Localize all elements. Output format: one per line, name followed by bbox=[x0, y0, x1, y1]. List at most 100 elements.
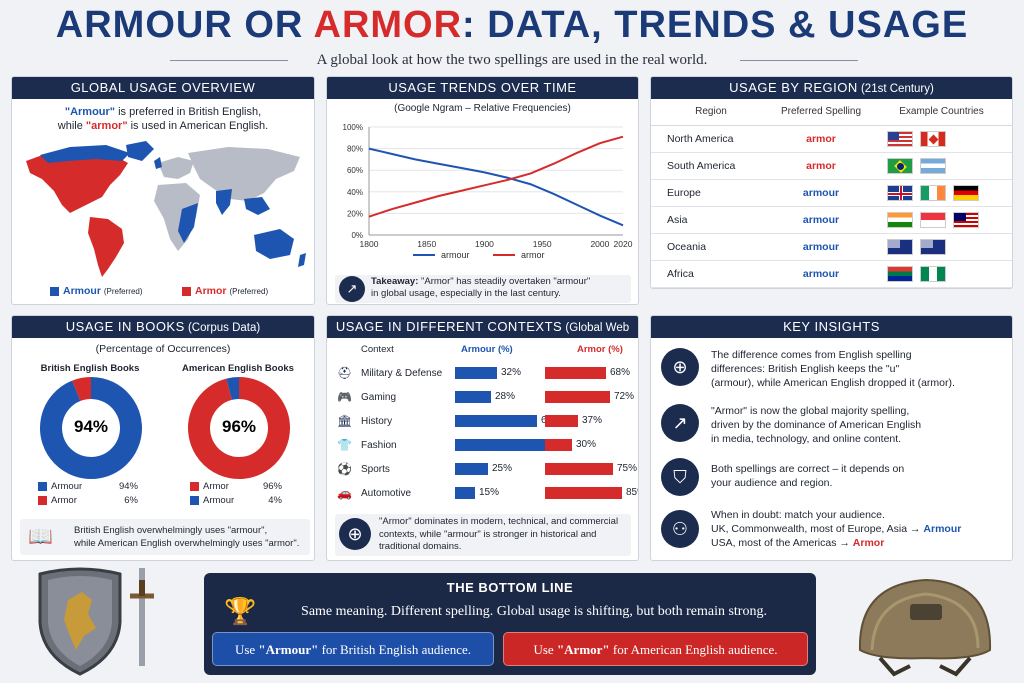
region-flags bbox=[871, 125, 1012, 153]
british-donut-center: 94% bbox=[74, 417, 108, 436]
context-row-fashion: 👕Fashion70%30% bbox=[327, 434, 638, 458]
map-south-america bbox=[88, 217, 124, 277]
subtitle-rule-right bbox=[740, 60, 858, 61]
globe-icon: ⊕ bbox=[339, 518, 371, 550]
british-donut bbox=[40, 377, 142, 479]
global-usage-panel: GLOBAL USAGE OVERVIEW "Armour" is prefer… bbox=[11, 76, 315, 305]
insight-4: When in doubt: match your audience. UK, … bbox=[711, 509, 962, 549]
usage-trends-subtitle: (Google Ngram – Relative Frequencies) bbox=[394, 103, 571, 114]
trophy-icon: 🏆 bbox=[224, 596, 257, 626]
usage-by-region-panel: USAGE BY REGION (21st Century) Region Pr… bbox=[650, 76, 1013, 289]
flag-ar-icon bbox=[920, 157, 946, 174]
context-label: Automotive bbox=[361, 488, 412, 499]
y-tick-label: 20% bbox=[347, 209, 363, 218]
armor-bar bbox=[545, 391, 610, 403]
context-row-military-defense: ⛑ Military & Defense 32% 68% bbox=[327, 362, 638, 386]
region-row-north-america: North America armor bbox=[651, 125, 1012, 153]
legend-label-armor: armor bbox=[521, 250, 545, 260]
x-tick-label: 2020 bbox=[614, 239, 633, 249]
usage-in-books-header: USAGE IN BOOKS (Corpus Data) bbox=[12, 316, 314, 338]
flag-ca-icon bbox=[920, 130, 946, 147]
region-flags bbox=[871, 206, 1012, 234]
armour-bar bbox=[455, 487, 475, 499]
region-spelling: armour bbox=[771, 179, 871, 207]
helmet-illustration bbox=[858, 578, 992, 677]
trend-chart-icon: ↗ bbox=[339, 276, 365, 302]
x-tick-label: 1850 bbox=[417, 239, 436, 249]
region-name: South America bbox=[651, 152, 771, 180]
x-tick-label: 1800 bbox=[360, 239, 379, 249]
donut-slice-british-0 bbox=[40, 377, 142, 479]
context-row-automotive: 🚗 Automotive 15% 85% bbox=[327, 482, 638, 506]
region-spelling: armour bbox=[771, 260, 871, 288]
shield-icon: ⛉ bbox=[661, 458, 699, 496]
american-legend-row-1: Armor 96% bbox=[190, 480, 282, 494]
bottom-line-header: THE BOTTOM LINE bbox=[446, 580, 574, 595]
context-row-history: 🏛History63%37% bbox=[327, 410, 638, 434]
map-canada-north bbox=[40, 145, 130, 163]
map-europe bbox=[158, 157, 194, 179]
british-legend-row-1: Armour 94% bbox=[38, 480, 138, 494]
map-legend-armor: Armor (Preferred) bbox=[182, 285, 268, 297]
globe-icon: ⊕ bbox=[661, 348, 699, 386]
bottom-line-panel: THE BOTTOM LINE 🏆 Same meaning. Differen… bbox=[204, 573, 816, 675]
region-row-south-america: South America armor bbox=[651, 152, 1012, 180]
page-title: ARMOUR OR ARMOR: DATA, TRENDS & USAGE bbox=[55, 4, 969, 46]
map-greenland bbox=[126, 141, 154, 161]
takeaway-text: Takeaway: "Armor" has steadily overtaken… bbox=[371, 276, 591, 299]
books-subtitle: (Percentage of Occurrences) bbox=[95, 343, 231, 355]
y-tick-label: 40% bbox=[347, 188, 363, 197]
american-legend: Armor 96% Armour 4% bbox=[190, 480, 282, 508]
armour-value: 28% bbox=[495, 391, 516, 402]
usage-trends-header: USAGE TRENDS OVER TIME bbox=[327, 77, 638, 99]
armor-bar bbox=[545, 487, 622, 499]
trend-up-icon: ↗ bbox=[661, 404, 699, 442]
map-asia bbox=[188, 147, 300, 201]
flag-au-icon bbox=[887, 238, 913, 255]
british-legend-row-2: Armor 6% bbox=[38, 494, 138, 508]
contexts-note: "Armor" dominates in modern, technical, … bbox=[379, 516, 619, 552]
american-usage-button[interactable]: Use "Armor" for American English audienc… bbox=[503, 632, 808, 666]
contexts-col-armor: Armor (%) bbox=[577, 344, 623, 355]
region-table: Region Preferred Spelling Example Countr… bbox=[651, 99, 1012, 288]
map-india bbox=[216, 189, 232, 215]
usage-by-region-header: USAGE BY REGION (21st Century) bbox=[651, 77, 1012, 99]
book-icon: 📖 bbox=[28, 526, 53, 548]
y-tick-label: 0% bbox=[351, 231, 363, 240]
region-row-asia: Asia armour bbox=[651, 206, 1012, 234]
global-usage-caption: "Armour" is preferred in British English… bbox=[57, 106, 269, 132]
context-icon: 🎮 bbox=[337, 390, 352, 404]
region-name: North America bbox=[651, 125, 771, 153]
usage-trends-panel: USAGE TRENDS OVER TIME (Google Ngram – R… bbox=[326, 76, 639, 305]
armor-value: 85% bbox=[626, 487, 638, 498]
region-spelling: armour bbox=[771, 206, 871, 234]
region-row-oceania: Oceania armour bbox=[651, 233, 1012, 261]
region-name: Europe bbox=[651, 179, 771, 207]
region-spelling: armor bbox=[771, 152, 871, 180]
region-spelling: armor bbox=[771, 125, 871, 153]
armour-bar bbox=[455, 415, 537, 427]
region-table-header: Region Preferred Spelling Example Countr… bbox=[651, 99, 1012, 126]
armour-bar bbox=[455, 463, 488, 475]
donut-slice-american-0 bbox=[188, 377, 290, 479]
context-row-gaming: 🎮 Gaming 28% 72% bbox=[327, 386, 638, 410]
flag-nz-icon bbox=[920, 238, 946, 255]
region-flags bbox=[871, 179, 1012, 207]
series-line-armor bbox=[368, 135, 624, 218]
armour-value: 25% bbox=[492, 463, 513, 474]
american-legend-row-2: Armour 4% bbox=[190, 494, 282, 508]
armour-value: 32% bbox=[501, 367, 522, 378]
x-tick-label: 2000 bbox=[590, 239, 609, 249]
context-icon: 👕 bbox=[337, 438, 352, 452]
british-usage-button[interactable]: Use "Armour" for British English audienc… bbox=[212, 632, 494, 666]
world-map bbox=[26, 141, 306, 277]
x-tick-label: 1900 bbox=[475, 239, 494, 249]
usage-in-books-panel: USAGE IN BOOKS (Corpus Data) (Percentage… bbox=[11, 315, 315, 561]
context-label: Sports bbox=[361, 464, 390, 475]
takeaway-box: ↗ Takeaway: "Armor" has steadily overtak… bbox=[335, 275, 631, 303]
y-tick-label: 80% bbox=[347, 145, 363, 154]
shield-sword-illustration bbox=[38, 567, 154, 676]
key-insights-header: KEY INSIGHTS bbox=[651, 316, 1012, 338]
insight-3: Both spellings are correct – it depends … bbox=[711, 463, 905, 489]
flag-za-icon bbox=[887, 265, 913, 282]
